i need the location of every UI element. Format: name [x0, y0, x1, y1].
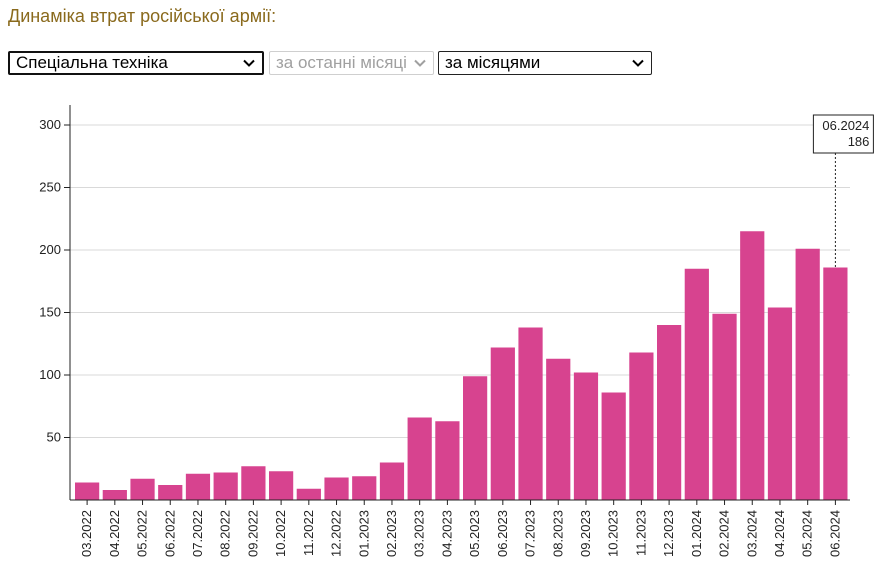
x-tick-label: 09.2022 [245, 510, 260, 557]
x-tick-label: 05.2022 [135, 510, 150, 557]
bar-03.2022 [75, 482, 100, 500]
x-tick-label: 04.2024 [772, 510, 787, 557]
x-tick-label: 08.2023 [550, 510, 565, 557]
x-tick-label: 03.2022 [79, 510, 94, 557]
tooltip-box [812, 114, 874, 154]
bar-02.2023 [379, 462, 405, 500]
x-tick-label: 05.2024 [800, 510, 815, 557]
bar-05.2024 [795, 248, 820, 500]
x-tick-label: 08.2022 [218, 510, 233, 557]
x-tick-label: 06.2024 [827, 510, 842, 557]
y-tick-label: 100 [39, 367, 61, 382]
grouping-select-value: за місяцями [445, 53, 541, 72]
x-tick-label: 01.2023 [356, 510, 371, 557]
x-tick-label: 12.2022 [329, 510, 344, 557]
x-tick-label: 04.2022 [107, 510, 122, 557]
x-tick-label: 02.2023 [384, 510, 399, 557]
y-tick-label: 200 [39, 242, 61, 257]
bar-07.2023 [518, 327, 543, 500]
bar-12.2022 [324, 477, 349, 500]
bar-06.2022 [158, 485, 183, 500]
chevron-down-icon [631, 56, 645, 70]
bar-05.2022 [130, 478, 155, 500]
bar-08.2022 [213, 472, 238, 500]
chevron-down-icon [242, 56, 256, 70]
tooltip-value: 186 [848, 134, 870, 149]
bar-06.2024 [823, 267, 848, 500]
x-tick-label: 11.2022 [301, 510, 316, 556]
bar-08.2023 [546, 358, 571, 500]
x-tick-label: 11.2023 [633, 510, 648, 556]
x-tick-label: 07.2022 [190, 510, 205, 557]
x-tick-label: 05.2023 [467, 510, 482, 557]
bar-04.2023 [435, 421, 460, 500]
y-tick-label: 50 [47, 430, 61, 445]
x-tick-label: 06.2022 [162, 510, 177, 557]
x-tick-label: 09.2023 [578, 510, 593, 557]
x-tick-label: 04.2023 [439, 510, 454, 557]
x-tick-label: 02.2024 [717, 510, 732, 557]
x-tick-label: 10.2023 [606, 510, 621, 557]
y-tick-label: 150 [39, 305, 61, 320]
x-tick-label: 01.2024 [689, 510, 704, 557]
x-tick-label: 10.2022 [273, 510, 288, 557]
grouping-select[interactable]: за місяцями [438, 51, 652, 75]
bar-11.2023 [629, 352, 654, 500]
bar-12.2023 [657, 325, 682, 500]
bar-09.2023 [573, 372, 599, 500]
bar-07.2022 [185, 473, 211, 500]
x-tick-label: 03.2023 [412, 510, 427, 557]
bar-03.2023 [407, 417, 432, 500]
bar-04.2022 [102, 490, 127, 500]
bar-05.2023 [463, 376, 488, 500]
bar-03.2024 [740, 231, 765, 500]
x-tick-label: 12.2023 [661, 510, 676, 557]
y-tick-label: 250 [39, 180, 61, 195]
bar-06.2023 [490, 347, 515, 500]
x-tick-label: 03.2024 [744, 510, 759, 557]
bar-09.2022 [241, 466, 266, 500]
page-title: Динаміка втрат російської армії: [8, 6, 277, 26]
bar-04.2024 [767, 307, 793, 500]
x-tick-label: 06.2023 [495, 510, 510, 557]
bar-10.2023 [601, 392, 626, 500]
bar-10.2022 [269, 471, 294, 500]
tooltip-date: 06.2024 [822, 118, 869, 133]
chevron-down-icon [413, 56, 427, 70]
losses-bar-chart: 50 100 150 200 250 300 03.2022 04.2022 05.2022 06… [39, 105, 874, 557]
range-select[interactable]: за останні місяці [269, 51, 434, 75]
bar-01.2023 [352, 476, 377, 500]
bar-01.2024 [684, 268, 709, 500]
category-select[interactable]: Спеціальна техніка [8, 51, 264, 75]
x-tick-label: 07.2023 [523, 510, 538, 557]
bar-02.2024 [712, 313, 737, 500]
category-select-value: Спеціальна техніка [16, 53, 168, 72]
range-select-value: за останні місяці [276, 53, 407, 72]
y-tick-label: 300 [39, 117, 61, 132]
bar-11.2022 [296, 488, 321, 500]
